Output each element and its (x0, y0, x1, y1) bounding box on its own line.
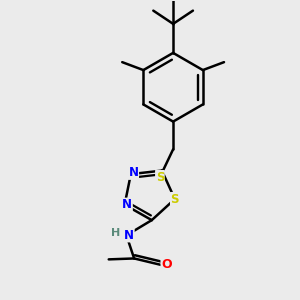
Text: N: N (128, 166, 139, 179)
Text: O: O (161, 258, 172, 272)
Text: H: H (111, 228, 121, 238)
Text: N: N (124, 229, 134, 242)
Text: S: S (156, 171, 164, 184)
Text: S: S (171, 193, 179, 206)
Text: N: N (122, 198, 132, 211)
